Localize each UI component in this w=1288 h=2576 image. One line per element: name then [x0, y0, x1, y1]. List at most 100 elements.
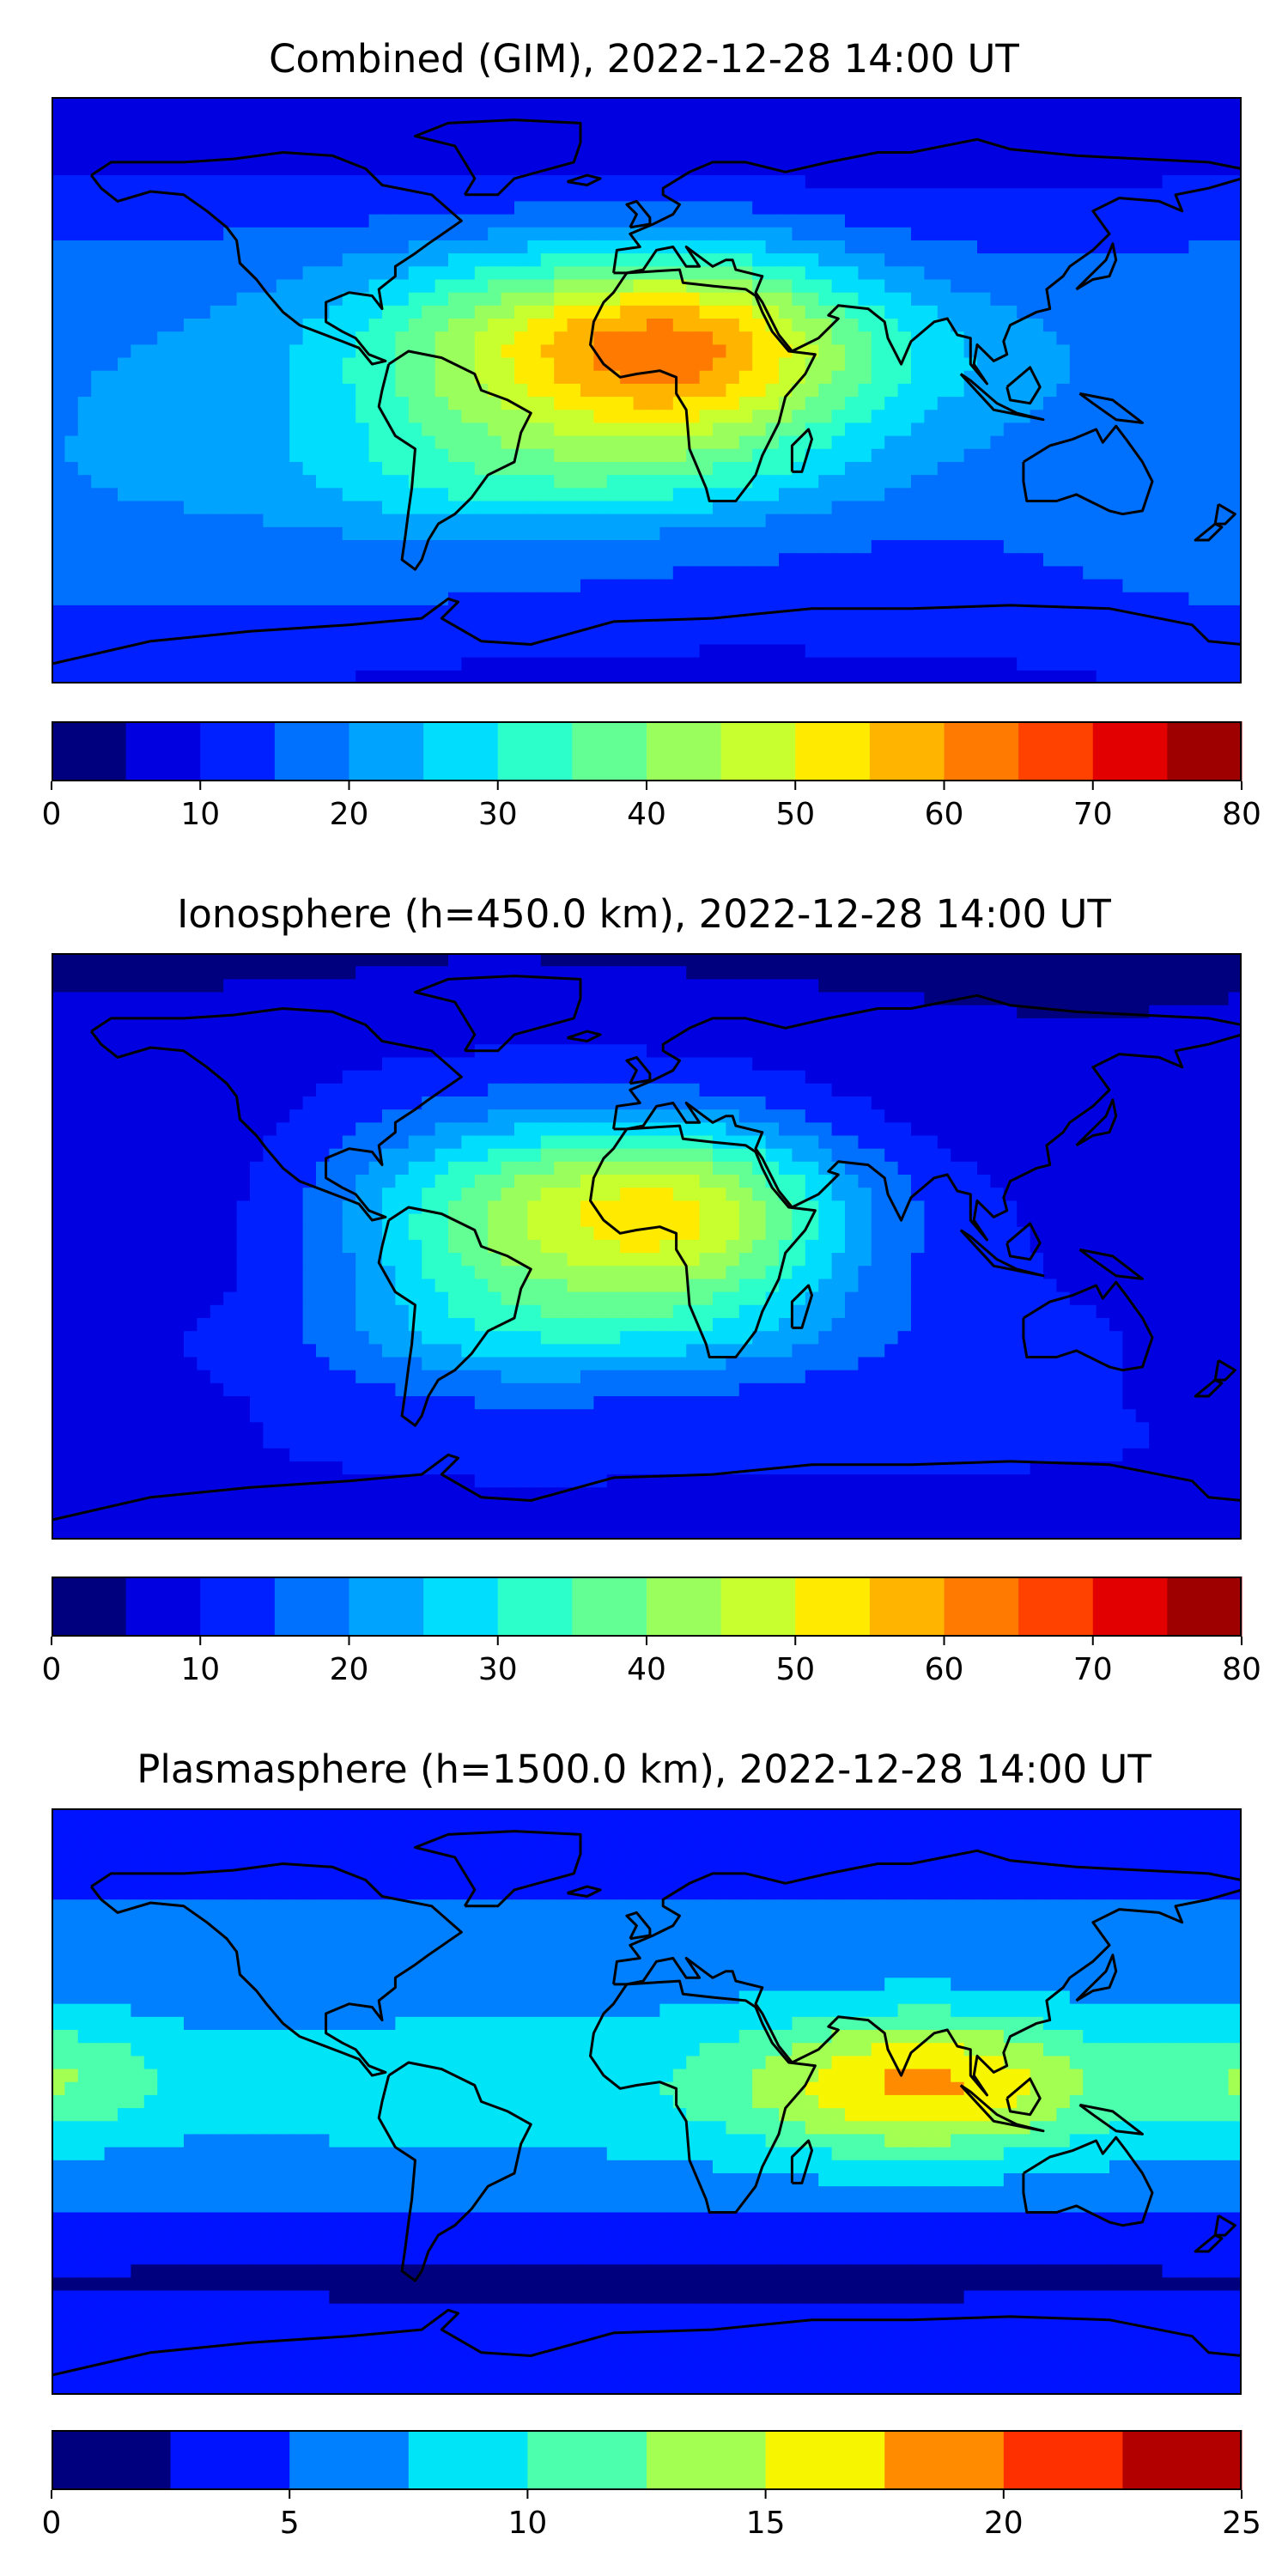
- field-cell: [699, 370, 714, 385]
- field-cell: [382, 240, 396, 254]
- field-cell: [461, 579, 476, 593]
- field-cell: [474, 1057, 489, 1072]
- field-cell: [184, 149, 197, 163]
- field-cell: [831, 397, 846, 410]
- field-cell: [342, 227, 356, 241]
- field-cell: [620, 227, 635, 241]
- field-cell: [1149, 461, 1163, 476]
- field-cell: [236, 631, 251, 646]
- field-cell: [738, 592, 753, 606]
- field-cell: [263, 1057, 277, 1072]
- field-cell: [606, 279, 621, 294]
- field-cell: [448, 279, 462, 294]
- field-cell: [157, 266, 172, 281]
- field-cell: [1056, 97, 1071, 111]
- field-cell: [197, 383, 211, 398]
- field-cell: [1201, 123, 1216, 137]
- field-cell: [990, 344, 1005, 359]
- field-cell: [977, 953, 991, 967]
- field-cell: [672, 670, 687, 683]
- field-cell: [250, 475, 264, 489]
- field-cell: [831, 344, 846, 359]
- field-cell: [131, 513, 145, 528]
- field-cell: [659, 1018, 674, 1032]
- field-cell: [382, 644, 396, 659]
- field-cell: [461, 461, 476, 476]
- field-cell: [1188, 475, 1203, 489]
- field-cell: [316, 435, 330, 450]
- field-cell: [1017, 1057, 1031, 1072]
- field-cell: [302, 513, 317, 528]
- field-cell: [726, 992, 740, 1006]
- field-cell: [118, 513, 131, 528]
- field-cell: [1096, 618, 1110, 632]
- field-cell: [924, 435, 939, 450]
- field-cell: [1030, 397, 1044, 410]
- field-cell: [395, 670, 410, 683]
- field-cell: [871, 670, 885, 683]
- field-cell: [527, 331, 542, 345]
- field-cell: [1003, 448, 1018, 463]
- field-cell: [514, 513, 528, 528]
- field-cell: [818, 227, 833, 241]
- field-cell: [77, 123, 92, 137]
- field-cell: [540, 331, 555, 345]
- field-cell: [937, 331, 951, 345]
- field-cell: [527, 461, 542, 476]
- field-cell: [355, 319, 370, 332]
- field-cell: [276, 357, 290, 372]
- field-cell: [263, 579, 277, 593]
- field-cell: [924, 331, 939, 345]
- field-cell: [52, 331, 65, 345]
- colorbar-segment: [349, 721, 424, 781]
- field-cell: [342, 1005, 356, 1019]
- field-cell: [131, 435, 145, 450]
- field-cell: [170, 1005, 185, 1019]
- field-cell: [170, 579, 185, 593]
- field-cell: [765, 618, 780, 632]
- field-cell: [131, 136, 145, 150]
- field-cell: [184, 370, 197, 385]
- field-cell: [368, 501, 383, 515]
- field-cell: [1162, 357, 1176, 372]
- field-cell: [250, 161, 264, 176]
- field-cell: [818, 435, 833, 450]
- field-cell: [672, 644, 687, 659]
- field-cell: [64, 1044, 79, 1059]
- field-cell: [1149, 161, 1163, 176]
- field-cell: [765, 370, 780, 385]
- field-cell: [686, 279, 701, 294]
- field-cell: [355, 657, 370, 671]
- field-cell: [316, 540, 330, 554]
- field-cell: [779, 488, 793, 502]
- field-cell: [170, 966, 185, 980]
- field-cell: [77, 422, 92, 437]
- field-cell: [223, 136, 238, 150]
- field-cell: [302, 605, 317, 619]
- field-cell: [1215, 201, 1230, 216]
- field-cell: [858, 110, 872, 124]
- field-cell: [686, 953, 701, 967]
- field-cell: [1215, 553, 1230, 567]
- field-cell: [647, 579, 660, 593]
- field-cell: [184, 357, 197, 372]
- field-cell: [342, 344, 356, 359]
- field-cell: [567, 370, 581, 385]
- field-cell: [726, 553, 740, 567]
- field-cell: [977, 397, 991, 410]
- field-cell: [501, 605, 515, 619]
- field-cell: [1096, 344, 1110, 359]
- field-cell: [567, 136, 581, 150]
- field-cell: [620, 475, 635, 489]
- field-cell: [368, 305, 383, 319]
- field-cell: [540, 670, 555, 683]
- field-cell: [1043, 110, 1057, 124]
- field-cell: [64, 618, 79, 632]
- field-cell: [1201, 357, 1216, 372]
- field-cell: [1056, 657, 1071, 671]
- field-cell: [805, 279, 819, 294]
- field-cell: [963, 253, 978, 267]
- field-cell: [1083, 540, 1097, 554]
- field-cell: [1149, 631, 1163, 646]
- field-cell: [1109, 344, 1123, 359]
